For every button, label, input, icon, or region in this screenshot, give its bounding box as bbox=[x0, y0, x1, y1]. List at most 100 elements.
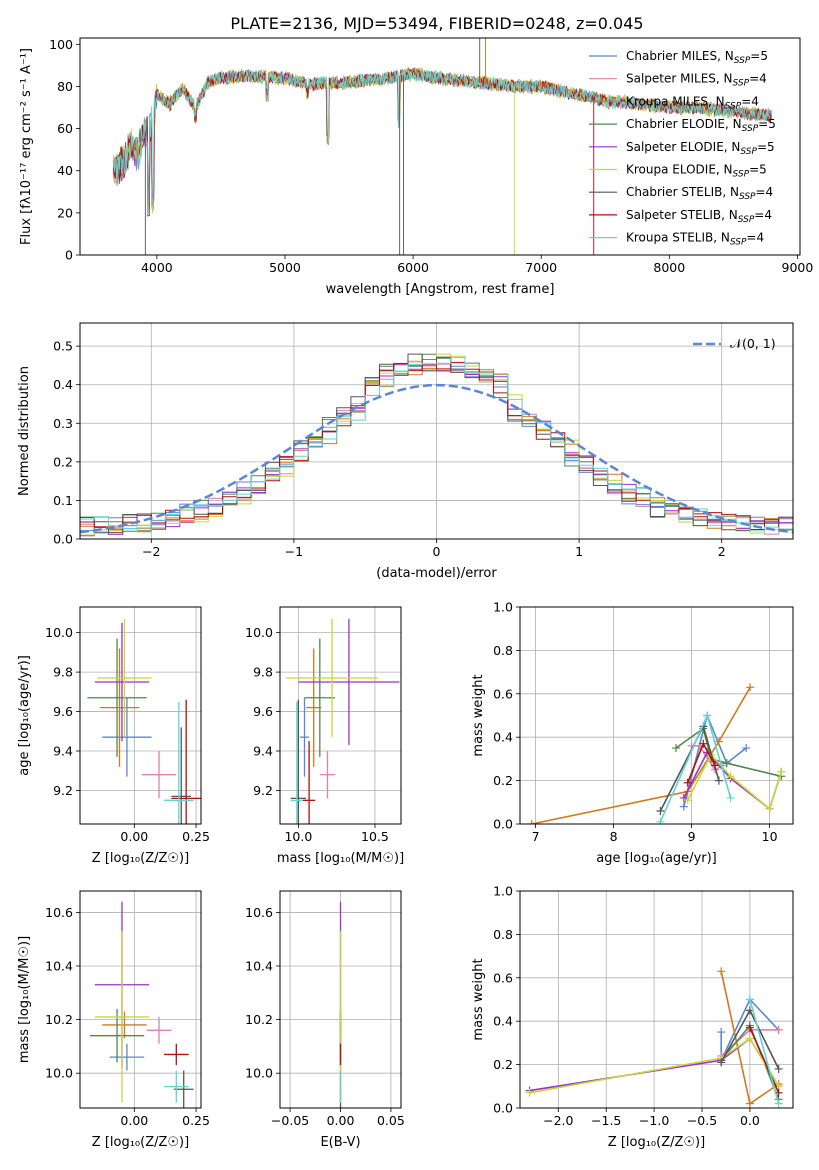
errorbar-point-8 bbox=[163, 1043, 189, 1066]
y-tick-label: 9.4 bbox=[53, 744, 73, 759]
x-axis-label: mass [log₁₀(M/M☉)] bbox=[277, 851, 404, 866]
weight-marker bbox=[714, 737, 723, 746]
axes-age_vs_Z: 0.00 0.25 9.2 9.4 9.6 9.8 10.0 Z [log₁₀(Z/Z☉)] a… bbox=[17, 606, 210, 866]
x-tick-label: −2 bbox=[142, 544, 160, 559]
x-axis-label: Z [log₁₀(Z/Z☉)] bbox=[92, 851, 189, 866]
weight-marker bbox=[745, 1023, 754, 1032]
errorbar-point-9 bbox=[163, 701, 194, 824]
weight-marker bbox=[656, 817, 665, 824]
weight-marker bbox=[717, 967, 726, 976]
plot-area-age_vs_mass bbox=[280, 607, 401, 824]
legend-entry: Chabrier MILES, NSSP=5 bbox=[626, 49, 768, 66]
y-tick-label: 0.0 bbox=[53, 532, 73, 547]
plot-area-residuals bbox=[80, 323, 793, 539]
weight-marker bbox=[527, 820, 536, 824]
histogram-series-9 bbox=[80, 357, 793, 533]
axes-frame bbox=[79, 322, 794, 540]
y-tick-label: 0.2 bbox=[493, 1057, 513, 1072]
weight-marker bbox=[777, 767, 786, 776]
weight-series-8 bbox=[683, 739, 719, 787]
errorbar-point-2 bbox=[146, 1016, 172, 1044]
legend-entry: Chabrier ELODIE, NSSP=5 bbox=[626, 117, 776, 134]
legend-entry: Salpeter ELODIE, NSSP=5 bbox=[626, 140, 775, 157]
y-axis-label: Normed distribution bbox=[17, 366, 32, 496]
axes-frame bbox=[519, 890, 794, 1109]
errorbar-point-9 bbox=[290, 701, 303, 824]
y-tick-label: 0.0 bbox=[493, 1101, 513, 1116]
x-tick-label: 7000 bbox=[525, 260, 557, 275]
x-tick-label: 0.25 bbox=[182, 1113, 210, 1128]
x-tick-label: 0.00 bbox=[327, 1113, 355, 1128]
y-tick-label: 10.0 bbox=[45, 625, 73, 640]
y-tick-label: 9.6 bbox=[253, 704, 273, 719]
x-tick-label: 10.5 bbox=[361, 829, 389, 844]
weight-marker bbox=[672, 744, 680, 753]
y-tick-label: 0.8 bbox=[493, 927, 513, 942]
legend-entry: 𝒩(0, 1) bbox=[730, 336, 776, 351]
axes-weight_vs_Z: −2.0 −1.5 −1.0 −0.5 0.0 0.0 0.2 0.4 0.6 0.8 1.0 Z [… bbox=[471, 884, 794, 1150]
x-tick-label: −2.0 bbox=[543, 1113, 573, 1128]
plot-area-weight_vs_age bbox=[520, 607, 793, 824]
weight-marker bbox=[765, 804, 774, 813]
weight-series-9 bbox=[656, 711, 735, 824]
errorbar-point-3 bbox=[102, 1011, 147, 1039]
errorbar-point-6 bbox=[94, 931, 150, 1103]
weight-line bbox=[720, 998, 780, 1061]
y-tick-label: 9.4 bbox=[253, 744, 273, 759]
x-tick-label: 9 bbox=[688, 829, 696, 844]
errorbar-point-3 bbox=[306, 648, 322, 767]
y-tick-label: 40 bbox=[57, 163, 73, 178]
errorbar-point-5 bbox=[94, 622, 150, 742]
y-axis-label: mass weight bbox=[471, 958, 486, 1040]
axes-residuals: −2 −1 0 1 2 0.0 0.1 0.2 0.3 0.4 0.5 (data-model)/er… bbox=[17, 322, 794, 581]
plot-area-weight_vs_Z bbox=[520, 891, 793, 1108]
weight-marker bbox=[699, 739, 708, 748]
y-tick-label: 10.4 bbox=[245, 959, 273, 974]
y-axis-label: mass [log₁₀(M/M☉)] bbox=[17, 936, 32, 1063]
y-axis-label: mass weight bbox=[471, 674, 486, 756]
legend-entry: Kroupa STELIB, NSSP=4 bbox=[626, 231, 764, 248]
weight-marker bbox=[745, 1099, 754, 1108]
x-tick-label: 0.05 bbox=[377, 1113, 405, 1128]
x-tick-label: 7 bbox=[532, 829, 540, 844]
weight-marker bbox=[717, 1028, 726, 1037]
weight-marker bbox=[726, 772, 735, 781]
y-tick-label: 0.2 bbox=[53, 454, 73, 469]
errorbar-point-3 bbox=[99, 648, 140, 767]
axes-spectrum: 4000 5000 6000 7000 8000 9000 0 20 40 60 80 100 wave… bbox=[19, 37, 813, 297]
y-tick-label: 0.8 bbox=[493, 643, 513, 658]
weight-marker bbox=[714, 776, 723, 785]
weight-marker bbox=[703, 711, 712, 720]
x-tick-label: 2 bbox=[718, 544, 726, 559]
y-tick-label: 9.2 bbox=[253, 783, 273, 798]
x-tick-label: 0.0 bbox=[740, 1113, 760, 1128]
x-tick-label: 8000 bbox=[653, 260, 685, 275]
y-tick-label: 0.1 bbox=[53, 493, 73, 508]
plot-area-mass_vs_Z bbox=[80, 891, 201, 1108]
errorbar-point-5 bbox=[298, 618, 400, 746]
x-tick-label: −0.05 bbox=[271, 1113, 309, 1128]
axes-frame bbox=[79, 37, 801, 256]
y-tick-label: 10.2 bbox=[245, 1012, 273, 1027]
errorbar-point-2 bbox=[319, 751, 336, 799]
x-tick-label: 10 bbox=[762, 829, 778, 844]
errorbar-point-6 bbox=[97, 618, 152, 738]
x-tick-label: 0.25 bbox=[182, 829, 210, 844]
y-tick-label: 0.0 bbox=[493, 817, 513, 832]
axes-frame bbox=[279, 606, 402, 825]
weight-line bbox=[683, 712, 747, 807]
normal-curve bbox=[80, 383, 793, 534]
weight-marker bbox=[745, 1034, 754, 1043]
errorbar-point-1 bbox=[109, 1043, 145, 1071]
x-tick-label: 4000 bbox=[141, 260, 173, 275]
spectrum-line-9 bbox=[112, 68, 772, 215]
weight-line bbox=[531, 686, 751, 824]
legend-entry: Salpeter MILES, NSSP=4 bbox=[626, 72, 767, 89]
weight-series-9 bbox=[745, 995, 783, 1108]
y-tick-label: 0.4 bbox=[493, 730, 513, 745]
x-tick-label: 0.00 bbox=[120, 829, 148, 844]
axes-frame bbox=[79, 606, 202, 825]
y-tick-label: 9.8 bbox=[53, 665, 73, 680]
y-tick-label: 10.2 bbox=[45, 1012, 73, 1027]
